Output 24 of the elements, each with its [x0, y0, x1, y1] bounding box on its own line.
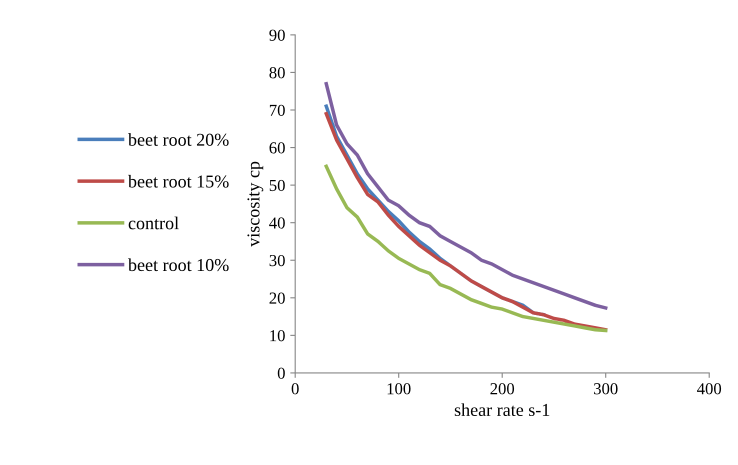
y-tick-label: 60 [270, 142, 285, 154]
line-series [324, 112, 608, 332]
legend-label: control [128, 216, 179, 230]
x-tick-label: 100 [388, 383, 411, 394]
x-tick-label: 400 [697, 383, 722, 394]
y-axis-title: viscosity cp [247, 162, 264, 247]
line-series [324, 82, 608, 310]
x-axis-title: shear rate s-1 [454, 403, 550, 416]
y-tick-label: 30 [270, 254, 285, 266]
x-tick-label: 0 [292, 383, 299, 394]
y-tick-label: 50 [270, 180, 285, 192]
y-tick-label: 0 [278, 368, 285, 379]
x-tick-label: 300 [594, 383, 618, 394]
legend-label: beet root 10% [128, 258, 229, 272]
y-tick-label: 10 [270, 330, 285, 342]
legend-label: beet root 20% [128, 133, 229, 146]
y-tick-label: 20 [270, 292, 285, 304]
line-series [324, 164, 608, 332]
y-tick-label: 70 [270, 104, 285, 116]
y-tick-label: 80 [269, 67, 285, 78]
x-tick-label: 200 [490, 383, 514, 394]
y-tick-label: 90 [269, 30, 285, 41]
legend-label: beet root 15% [128, 174, 229, 188]
y-tick-label: 40 [269, 217, 285, 229]
